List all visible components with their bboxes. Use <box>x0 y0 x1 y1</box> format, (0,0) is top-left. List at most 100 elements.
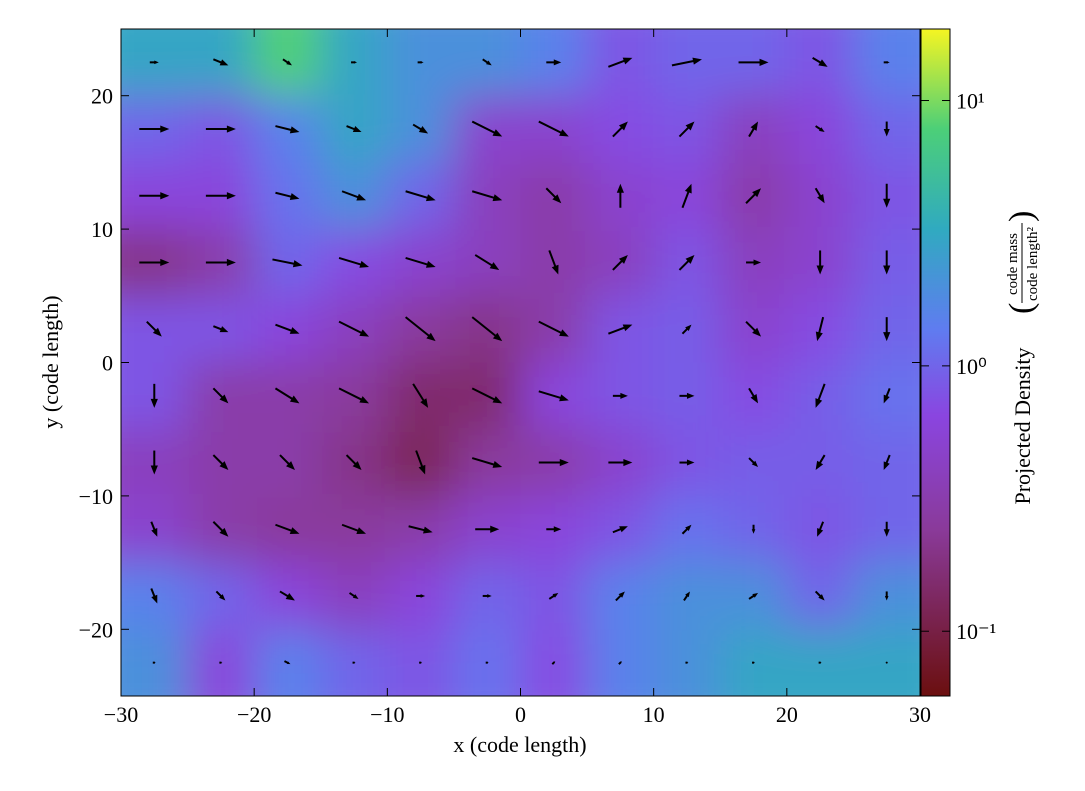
arrow <box>618 661 622 665</box>
arrow-head <box>426 332 436 342</box>
arrow-head <box>219 59 229 66</box>
x-tick-label: −20 <box>237 702 271 727</box>
arrow-head <box>815 331 823 342</box>
arrow-head <box>150 465 158 475</box>
unit-numerator: code mass <box>1005 233 1021 295</box>
arrow <box>814 590 825 601</box>
arrow <box>471 190 503 202</box>
arrow <box>612 392 628 399</box>
arrow <box>608 324 633 335</box>
arrow-head <box>883 129 890 137</box>
arrow-head <box>816 265 824 275</box>
arrow-head <box>292 260 303 268</box>
arrow <box>338 256 370 268</box>
arrow <box>275 323 300 334</box>
density-cell <box>653 29 721 96</box>
arrow <box>416 594 426 598</box>
paren: ) <box>1003 211 1040 222</box>
arrow-head <box>884 595 889 601</box>
arrow <box>538 320 569 337</box>
arrow-head <box>685 121 695 131</box>
arrow <box>417 61 424 64</box>
arrow <box>545 187 562 204</box>
arrow-head <box>487 594 492 598</box>
arrow <box>538 120 569 137</box>
arrow <box>815 125 825 133</box>
arrow-head <box>815 460 824 471</box>
density-cell <box>720 29 787 96</box>
arrow-head <box>420 594 426 598</box>
arrow-head <box>686 392 695 399</box>
arrow <box>746 259 762 266</box>
arrow <box>471 316 503 342</box>
arrow <box>748 457 759 468</box>
density-cell <box>786 29 854 96</box>
arrow <box>279 454 295 471</box>
arrow <box>215 590 226 601</box>
arrow <box>685 661 689 664</box>
arrow <box>341 523 367 534</box>
arrow-head <box>352 461 362 471</box>
arrow-shaft <box>274 387 296 402</box>
arrow <box>681 524 692 535</box>
arrow <box>405 256 436 268</box>
arrow <box>885 661 888 664</box>
arrow-head <box>618 121 628 131</box>
arrow-shaft <box>338 320 365 336</box>
arrow-head <box>818 127 825 133</box>
arrow-head <box>219 594 226 601</box>
arrow-head <box>559 458 569 467</box>
arrow-head <box>286 661 291 665</box>
arrow-head <box>289 395 300 404</box>
arrow-head <box>420 398 429 408</box>
colorbar <box>920 28 951 697</box>
arrow-head <box>418 126 429 134</box>
arrow <box>608 458 633 467</box>
arrow <box>748 121 759 138</box>
arrow-head <box>686 459 695 466</box>
arrow-head <box>150 398 158 408</box>
arrow <box>482 58 492 66</box>
arrow <box>205 258 236 267</box>
arrow-head <box>352 594 359 599</box>
arrow <box>212 521 229 537</box>
arrow <box>475 525 500 533</box>
arrow <box>412 123 429 134</box>
arrow <box>139 258 170 267</box>
arrow <box>883 454 891 471</box>
arrow-head <box>684 183 692 194</box>
arrow-head <box>289 527 300 534</box>
arrow-head <box>815 398 823 408</box>
density-cell <box>520 29 588 96</box>
arrow <box>608 57 633 68</box>
unit-denominator: code length² <box>1025 226 1041 301</box>
arrow <box>683 591 690 602</box>
arrow <box>152 661 156 664</box>
y-tick-label: −20 <box>79 617 113 642</box>
y-tick-label: 20 <box>91 84 113 109</box>
arrow-shaft <box>412 383 427 404</box>
arrow <box>341 190 367 201</box>
density-cell <box>453 29 521 96</box>
arrow-head <box>750 394 759 404</box>
arrow <box>745 320 762 337</box>
arrow-head <box>160 125 170 133</box>
arrow-head <box>559 394 569 402</box>
arrow <box>752 661 756 664</box>
arrow <box>150 588 158 604</box>
arrow <box>816 250 824 275</box>
y-tick-label: −10 <box>79 484 113 509</box>
arrow-head <box>559 329 569 337</box>
arrow-head <box>354 662 356 664</box>
arrow-head <box>883 461 890 471</box>
arrow <box>348 592 359 599</box>
colorbar-tick-label: 10⁻¹ <box>956 619 996 644</box>
arrow-shaft <box>538 390 564 400</box>
vector-field <box>139 56 891 665</box>
arrow-shaft <box>471 316 499 339</box>
arrow <box>681 183 692 209</box>
arrow <box>681 324 692 335</box>
arrow-head <box>619 526 628 533</box>
arrow-head <box>753 662 756 664</box>
